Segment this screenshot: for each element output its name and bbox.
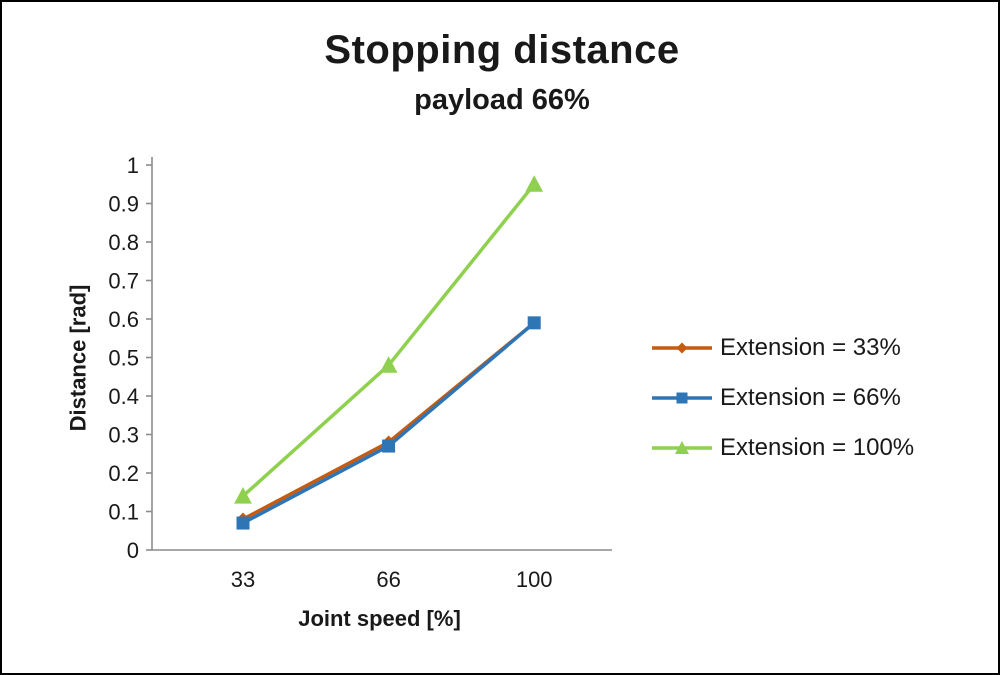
y-tick-label: 0.5 <box>108 346 139 371</box>
y-tick-label: 0.7 <box>108 269 139 294</box>
y-tick-label: 0.1 <box>108 500 139 525</box>
y-axis-title: Distance [rad] <box>65 284 91 432</box>
legend-item: Extension = 100% <box>650 434 914 462</box>
marker-square <box>382 439 396 453</box>
x-tick-label: 33 <box>231 567 255 592</box>
x-tick-label: 100 <box>516 567 553 592</box>
chart-title: Stopping distance <box>324 28 680 72</box>
marker-square <box>527 316 541 330</box>
legend-marker-icon <box>652 392 712 404</box>
y-tick-label: 0.6 <box>108 307 139 332</box>
legend-item: Extension = 66% <box>650 384 914 412</box>
legend-marker-icon <box>652 342 712 354</box>
legend-label: Extension = 33% <box>720 334 901 361</box>
y-tick-label: 0.4 <box>108 384 139 409</box>
y-tick-label: 1 <box>127 153 139 178</box>
y-tick-label: 0 <box>127 538 139 563</box>
y-tick-label: 0.8 <box>108 230 139 255</box>
legend: Extension = 33% Extension = 66% Extension … <box>650 334 914 462</box>
marker-triangle <box>379 356 398 373</box>
y-tick-label: 0.2 <box>108 461 139 486</box>
series-line <box>241 321 536 521</box>
legend-marker-icon <box>652 441 712 454</box>
x-axis-title: Joint speed [%] <box>298 606 461 631</box>
x-tick-label: 66 <box>376 567 400 592</box>
marker-square <box>236 516 250 530</box>
y-tick-label: 0.3 <box>108 423 139 448</box>
chart-subtitle: payload 66% <box>414 84 590 116</box>
legend-label: Extension = 66% <box>720 384 901 411</box>
legend-item: Extension = 33% <box>650 334 914 362</box>
y-tick-label: 0.9 <box>108 192 139 217</box>
series-line <box>241 321 536 525</box>
legend-label: Extension = 100% <box>720 434 915 461</box>
marker-triangle <box>234 487 252 504</box>
marker-triangle <box>525 175 544 192</box>
